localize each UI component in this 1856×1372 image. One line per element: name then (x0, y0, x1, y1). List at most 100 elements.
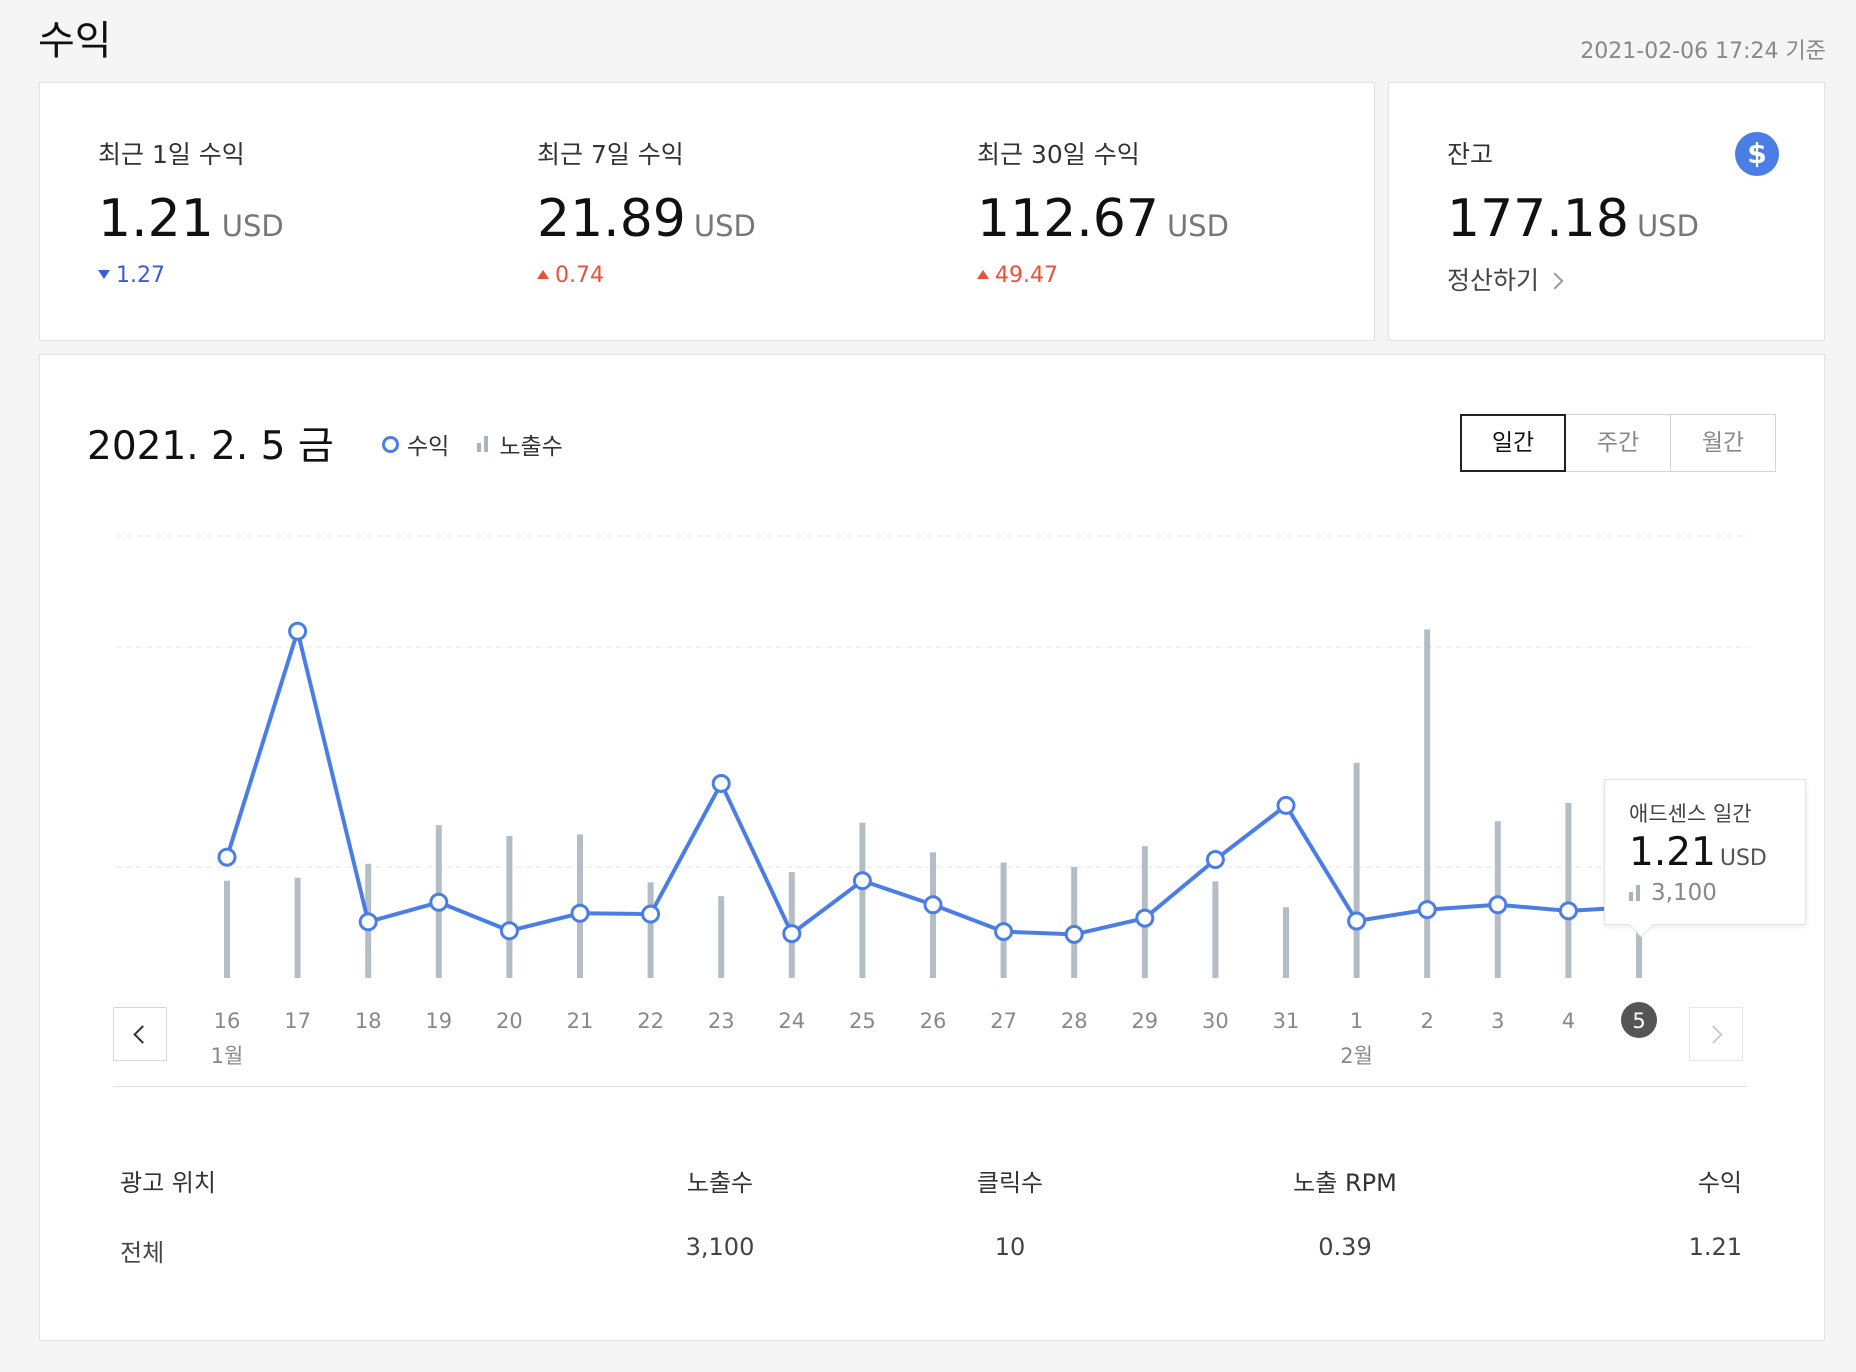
page-title: 수익 (38, 18, 112, 64)
col-impressions: 노출수 (686, 1169, 754, 1197)
balance-card: 잔고 177.18 USD $ 정산하기 (1388, 82, 1825, 341)
impression-bar (1424, 629, 1431, 978)
col-revenue: 수익 (1697, 1169, 1742, 1197)
chart-legend: 수익 노출수 (382, 427, 591, 461)
revenue-point[interactable] (1417, 900, 1437, 920)
stat-unit: USD (221, 209, 284, 243)
stat-label: 최근 7일 수익 (537, 140, 684, 169)
delta-value: 49.47 (995, 263, 1058, 288)
x-tick-label[interactable]: 26 (920, 1009, 947, 1033)
revenue-point[interactable] (1558, 901, 1578, 921)
circle-icon (382, 435, 399, 453)
month-label: 1월 (211, 1044, 244, 1068)
revenue-point[interactable] (994, 922, 1014, 942)
tab-daily[interactable]: 일간 (1460, 414, 1566, 472)
revenue-point[interactable] (288, 621, 308, 641)
stat-number: 112.67 (977, 189, 1159, 249)
stat-balance: 잔고 177.18 USD (1447, 135, 1699, 249)
revenue-point[interactable] (358, 912, 378, 932)
revenue-point[interactable] (923, 895, 943, 915)
settle-label: 정산하기 (1447, 266, 1540, 295)
x-tick-label[interactable]: 5 (1632, 1009, 1645, 1033)
revenue-point[interactable] (1347, 911, 1367, 931)
stat-unit: USD (1166, 209, 1229, 243)
x-tick-label[interactable]: 19 (425, 1009, 452, 1033)
x-tick-label[interactable]: 1 (1350, 1009, 1363, 1033)
x-tick-label[interactable]: 17 (284, 1009, 311, 1033)
x-tick-label[interactable]: 30 (1202, 1009, 1229, 1033)
tooltip-unit: USD (1719, 846, 1767, 871)
impression-bar (647, 882, 654, 978)
updated-timestamp: 2021-02-06 17:24 기준 (1580, 39, 1826, 64)
stat-number: 1.21 (98, 189, 214, 249)
revenue-point[interactable] (1205, 850, 1225, 870)
x-tick-label[interactable]: 22 (637, 1009, 664, 1033)
revenue-point[interactable] (570, 903, 590, 923)
impression-bar (224, 880, 230, 978)
legend-impressions: 노출수 (477, 427, 563, 461)
stat-label: 최근 1일 수익 (98, 140, 245, 169)
stat-delta: 1.27 (98, 263, 284, 288)
tooltip-number: 1.21 (1629, 830, 1716, 875)
tab-monthly[interactable]: 월간 (1670, 414, 1776, 472)
previous-period-button[interactable] (113, 1007, 167, 1061)
divider (113, 1086, 1747, 1087)
impression-bar (1212, 881, 1219, 978)
x-tick-label[interactable]: 3 (1491, 1009, 1504, 1033)
stat-value: 21.89 USD (537, 189, 756, 249)
revenue-point[interactable] (1488, 895, 1508, 915)
triangle-up-icon (537, 270, 549, 279)
tooltip-title: 애드센스 일간 (1629, 802, 1752, 826)
cell-rpm: 0.39 (1318, 1233, 1372, 1261)
revenue-point[interactable] (641, 904, 661, 924)
impression-bar (1353, 762, 1360, 978)
balance-label: 잔고 (1447, 140, 1494, 169)
tooltip-impressions: 3,100 (1629, 880, 1717, 906)
x-tick-label[interactable]: 25 (849, 1009, 876, 1033)
x-tick-label[interactable]: 27 (990, 1009, 1017, 1033)
revenue-point[interactable] (782, 924, 802, 944)
stat-value: 1.21 USD (98, 189, 284, 249)
col-rpm: 노출 RPM (1293, 1169, 1397, 1197)
x-tick-label[interactable]: 18 (355, 1009, 382, 1033)
balance-value: 177.18 USD (1447, 189, 1699, 249)
chevron-right-icon (1704, 1025, 1723, 1044)
triangle-up-icon (977, 270, 989, 279)
x-tick-label[interactable]: 28 (1061, 1009, 1088, 1033)
stat-7day: 최근 7일 수익 21.89 USD 0.74 (537, 135, 756, 288)
col-clicks: 클릭수 (976, 1169, 1044, 1197)
stat-delta: 0.74 (537, 263, 756, 288)
x-tick-label[interactable]: 24 (778, 1009, 805, 1033)
stat-number: 21.89 (537, 189, 686, 249)
revenue-point[interactable] (711, 773, 731, 793)
col-ad-position: 광고 위치 (120, 1169, 216, 1197)
x-tick-label[interactable]: 31 (1273, 1009, 1300, 1033)
x-tick-label[interactable]: 16 (214, 1009, 241, 1033)
x-tick-label[interactable]: 20 (496, 1009, 523, 1033)
balance-unit: USD (1636, 209, 1699, 243)
x-tick-label[interactable]: 21 (567, 1009, 594, 1033)
revenue-point[interactable] (1064, 924, 1084, 944)
revenue-point[interactable] (217, 847, 237, 867)
x-tick-label[interactable]: 4 (1562, 1009, 1575, 1033)
x-tick-label[interactable]: 23 (708, 1009, 735, 1033)
chart-tooltip: 애드센스 일간 1.21 USD 3,100 (1604, 779, 1806, 938)
stat-1day: 최근 1일 수익 1.21 USD 1.27 (98, 135, 284, 288)
x-tick-label[interactable]: 2 (1421, 1009, 1434, 1033)
cell-revenue: 1.21 (1688, 1233, 1742, 1261)
impression-bar (1000, 862, 1007, 978)
impression-bar (930, 852, 936, 978)
revenue-point[interactable] (499, 921, 519, 941)
tooltip-value: 1.21 USD (1629, 830, 1767, 875)
month-label: 2월 (1340, 1044, 1373, 1068)
summary-card: 최근 1일 수익 1.21 USD 1.27 최근 7일 수익 21.89 USD … (39, 82, 1375, 341)
dollar-icon: $ (1735, 132, 1779, 176)
revenue-point[interactable] (1135, 908, 1155, 928)
next-period-button[interactable] (1689, 1007, 1743, 1061)
x-tick-label[interactable]: 29 (1131, 1009, 1158, 1033)
revenue-point[interactable] (852, 871, 872, 891)
revenue-point[interactable] (429, 892, 449, 912)
legend-revenue: 수익 (382, 427, 449, 461)
settle-link[interactable]: 정산하기 (1447, 261, 1564, 297)
revenue-point[interactable] (1276, 795, 1296, 815)
